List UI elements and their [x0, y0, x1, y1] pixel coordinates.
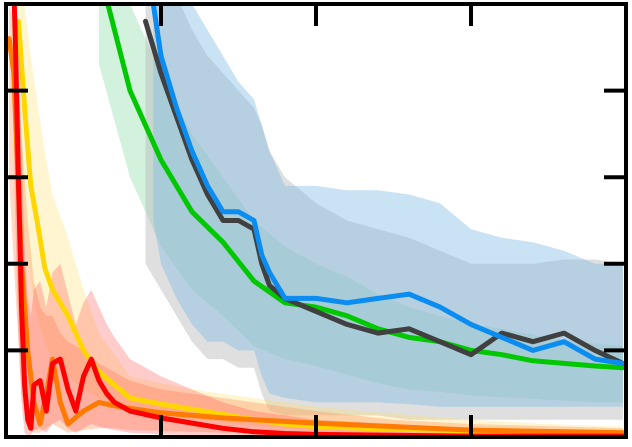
- series-1-line: [143, 18, 626, 366]
- series-2-line: [150, 4, 626, 366]
- series-5-line: [11, 4, 626, 437]
- series-3-line: [15, 18, 626, 436]
- series-0-line: [105, 4, 626, 371]
- series-5-band: [13, 4, 623, 437]
- series-2-band: [153, 4, 623, 407]
- series-0-band: [99, 4, 623, 403]
- plot-area: [6, 4, 626, 437]
- series-1-band: [145, 4, 623, 420]
